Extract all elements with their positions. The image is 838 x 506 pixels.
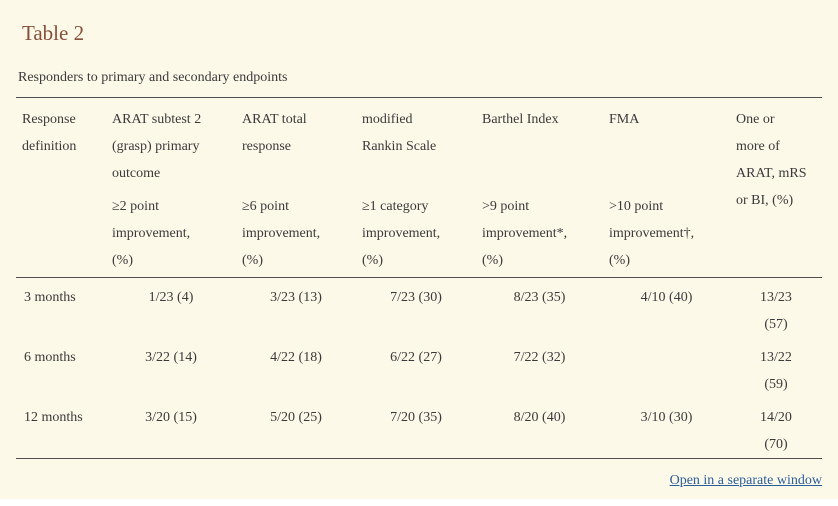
table-cell: 3/20 (15) (145, 410, 197, 425)
table-cell: 6/22 (27) (390, 350, 442, 365)
row-label: 6 months (24, 350, 76, 365)
responders-table: Response definition ARAT subtest 2 (gras… (16, 97, 822, 459)
open-separate-window-link[interactable]: Open in a separate window (669, 473, 822, 488)
table-cell: 3/10 (30) (640, 410, 693, 425)
bottom-strip (0, 499, 838, 506)
row-3-months: 3 months 1/23 (4) 3/23 (13) 7/23 (30) 8/… (16, 278, 822, 339)
row-12-months: 12 months 3/20 (15) 5/20 (25) 7/20 (35) … (16, 398, 822, 459)
table-cell: 8/23 (35) (513, 290, 566, 305)
table-caption: Responders to primary and secondary endp… (18, 70, 288, 85)
article-table-page: Table 2 Responders to primary and second… (16, 21, 822, 459)
page-title: Table 2 (22, 21, 85, 45)
table-header: Response definition ARAT subtest 2 (gras… (16, 98, 822, 278)
table-cell: 4/10 (40) (640, 290, 693, 305)
header-response-definition: Response definition (22, 112, 77, 154)
table-cell: 8/20 (40) (513, 410, 566, 425)
subheader-arat-subtest2: ≥2 point improvement, (%) (112, 199, 191, 268)
header-row-2: ≥2 point improvement, (%) ≥6 point impro… (16, 193, 822, 278)
table-cell: 7/23 (30) (390, 290, 442, 305)
table-body: 3 months 1/23 (4) 3/23 (13) 7/23 (30) 8/… (16, 278, 822, 459)
table-cell: 7/22 (32) (513, 350, 566, 365)
header-row-1: Response definition ARAT subtest 2 (gras… (16, 98, 822, 208)
subheader-modified-rankin: ≥1 category improvement, (%) (362, 199, 441, 268)
header-arat-total: ARAT total response (242, 112, 307, 154)
table-cell: 7/20 (35) (390, 410, 442, 425)
table-cell: 14/20 (70) (760, 410, 792, 452)
subheader-arat-total: ≥6 point improvement, (%) (242, 199, 321, 268)
table-cell: 13/22 (59) (760, 350, 792, 392)
row-label: 3 months (24, 290, 76, 305)
table-cell: 5/20 (25) (270, 410, 322, 425)
subheader-barthel-index: >9 point improvement*, (%) (482, 199, 568, 268)
row-label: 12 months (24, 410, 83, 425)
table-cell: 13/23 (57) (760, 290, 792, 332)
table-cell: 3/23 (13) (270, 290, 322, 305)
header-fma: FMA (609, 112, 640, 127)
header-arat-subtest2: ARAT subtest 2 (grasp) primary outcome (112, 112, 202, 181)
header-composite-endpoint: One or more of ARAT, mRS or BI, (%) (736, 112, 807, 208)
table-cell: 4/22 (18) (270, 350, 322, 365)
table-cell: 1/23 (4) (148, 290, 194, 305)
table-cell: 3/22 (14) (145, 350, 197, 365)
header-barthel-index: Barthel Index (482, 112, 559, 127)
table-footer: Open in a separate window (16, 459, 822, 489)
row-6-months: 6 months 3/22 (14) 4/22 (18) 6/22 (27) 7… (16, 338, 822, 398)
subheader-fma: >10 point improvement†, (%) (609, 199, 695, 268)
header-modified-rankin: modified Rankin Scale (362, 112, 437, 154)
table-cell (603, 338, 730, 398)
